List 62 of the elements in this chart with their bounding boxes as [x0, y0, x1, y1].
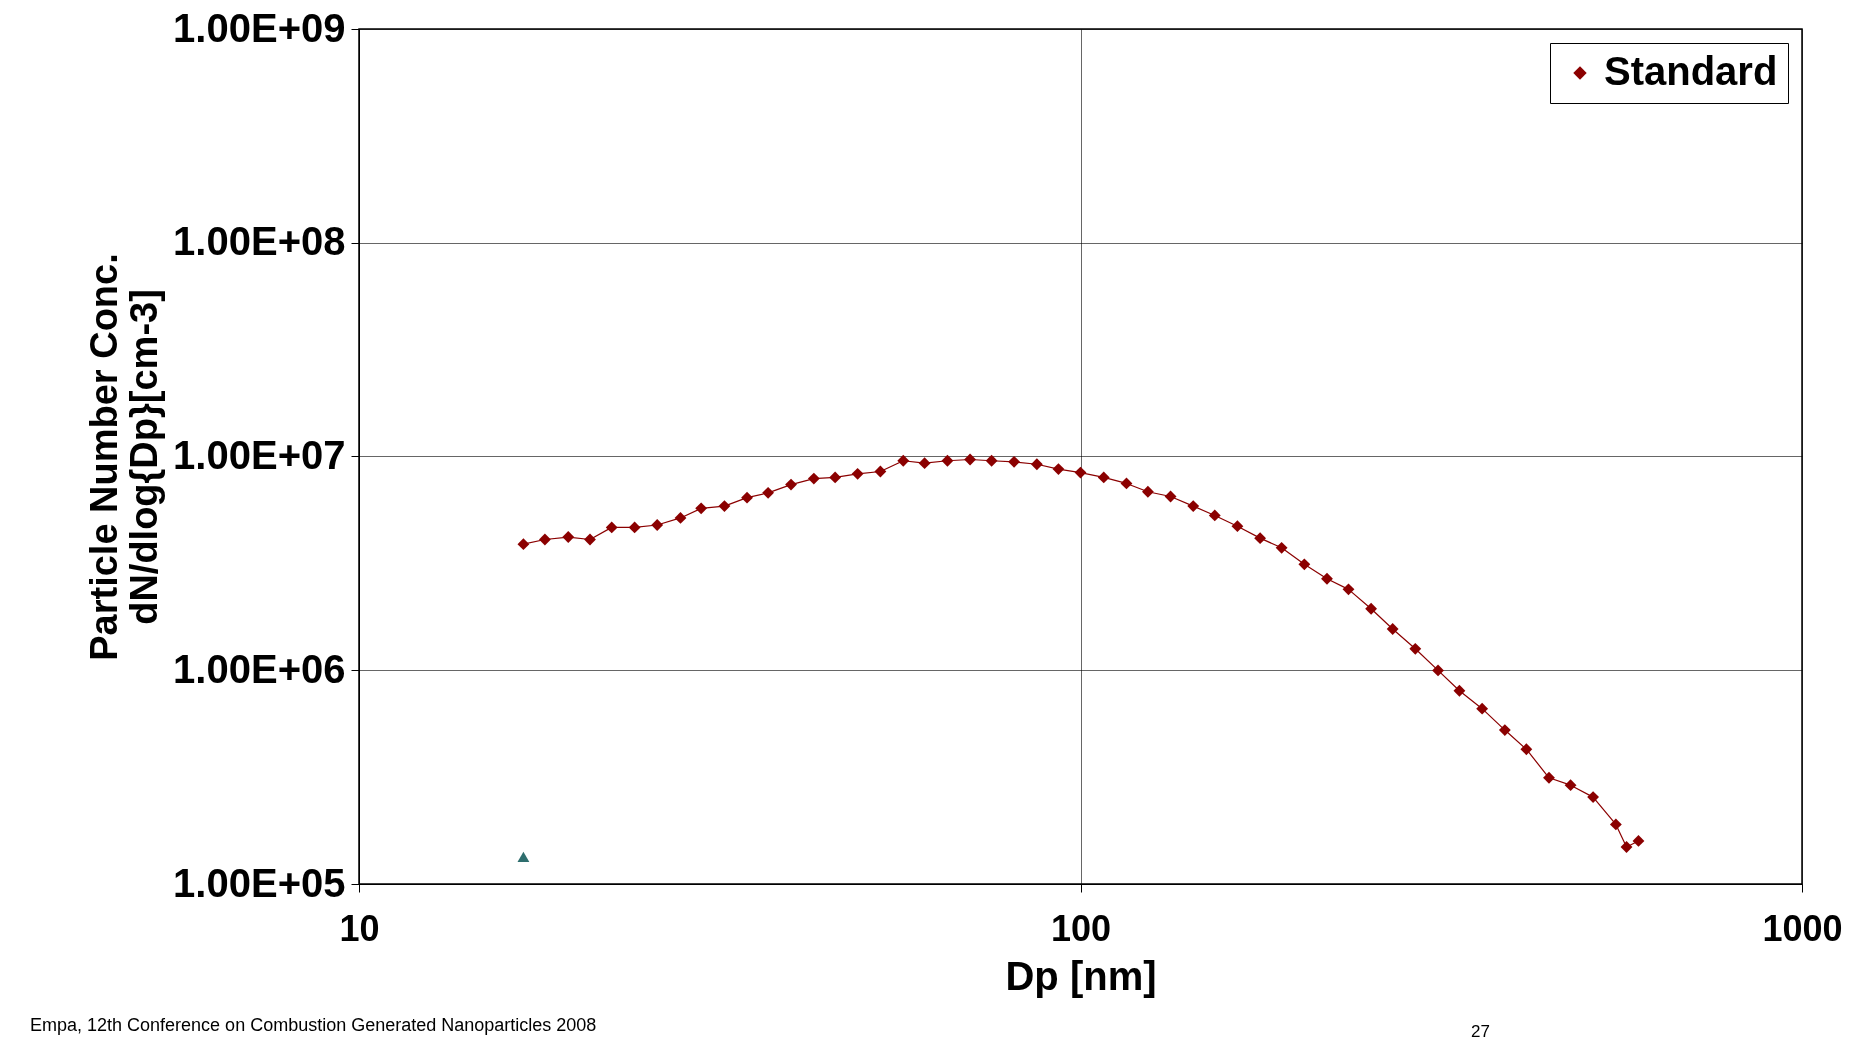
point: [851, 467, 864, 480]
point: [651, 519, 664, 531]
point: [1520, 743, 1533, 756]
point: [674, 512, 687, 524]
point: [762, 486, 775, 499]
point: [1254, 532, 1267, 545]
y-tick-label: 1.00E+07: [173, 433, 346, 477]
point: [1187, 500, 1200, 513]
point: [539, 533, 551, 546]
point: [517, 851, 530, 862]
point: [829, 471, 842, 484]
y-axis-title: Particle Number Conc. dN/dlog{Dp}[cm-3]: [83, 253, 166, 661]
point: [1587, 791, 1600, 804]
x-tick-label: 100: [1050, 907, 1112, 949]
point: [1609, 818, 1622, 831]
y-tick-label: 1.00E+09: [173, 5, 346, 50]
x-tick-label: 1000: [1762, 907, 1843, 949]
point: [1432, 664, 1444, 677]
point: [1564, 779, 1577, 792]
legend-label: Standard: [1604, 49, 1778, 93]
point: [1342, 583, 1355, 596]
point: [1052, 463, 1065, 476]
text: Empa, 12th Conference on Combustion Generated Nanoparticles 2008: [30, 1015, 597, 1035]
point: [517, 538, 530, 551]
point: [605, 521, 618, 534]
point: [964, 453, 976, 466]
point: [1453, 684, 1466, 697]
point: [562, 531, 575, 543]
point: [1409, 642, 1422, 655]
point: [897, 454, 910, 467]
x-axis-title: Dp [nm]: [1005, 953, 1157, 998]
point: [1030, 458, 1043, 471]
point: [1231, 520, 1244, 533]
point: [807, 472, 820, 485]
point: [874, 465, 887, 478]
x-tick-label: 10: [339, 907, 380, 949]
point: [1298, 558, 1311, 571]
point: [1208, 509, 1221, 522]
point: [718, 500, 731, 513]
point: [1008, 455, 1020, 468]
y-tick-label: 1.00E+08: [173, 219, 346, 264]
point: [1476, 702, 1489, 715]
point: [584, 533, 596, 546]
point: [1365, 602, 1378, 615]
point: [918, 457, 931, 470]
point: [628, 521, 641, 534]
point: [1321, 572, 1333, 585]
point: [785, 478, 797, 491]
point: [941, 454, 954, 467]
text: 27: [1471, 1022, 1490, 1041]
point: [1275, 541, 1288, 554]
point: [1120, 477, 1133, 490]
point: [1543, 771, 1555, 784]
point: [1386, 623, 1399, 635]
point: [1498, 724, 1511, 736]
point: [741, 491, 753, 504]
y-tick-label: 1.00E+05: [173, 860, 346, 905]
y-tick-label: 1.00E+06: [173, 646, 346, 691]
point: [695, 502, 708, 515]
point: [1141, 485, 1154, 498]
point: [1097, 471, 1110, 484]
point: [985, 454, 998, 467]
